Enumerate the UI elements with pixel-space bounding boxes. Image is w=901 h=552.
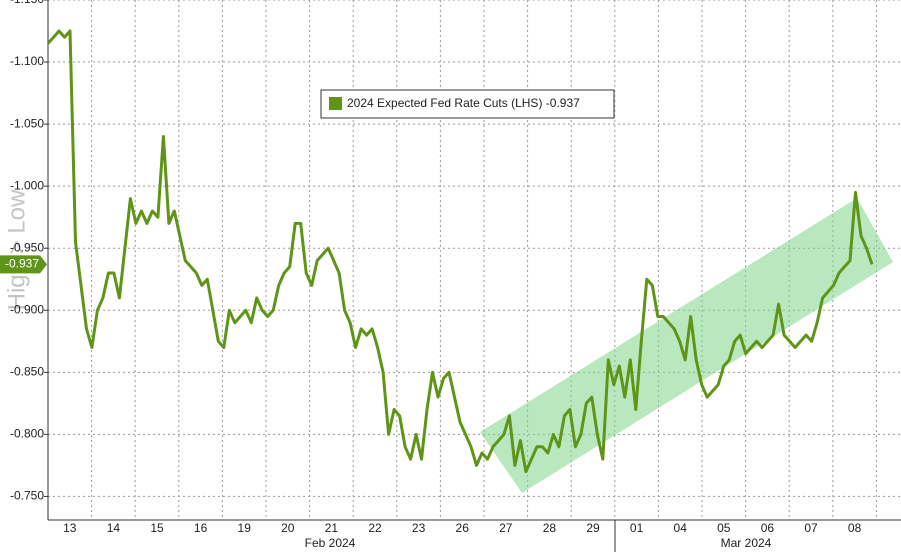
legend-name: 2024 Expected Fed Rate Cuts (LHS) (347, 96, 542, 110)
x-tick-label: 23 (412, 521, 426, 535)
series-line (46, 29, 874, 474)
x-tick-label: 07 (804, 521, 818, 535)
x-tick-label: 05 (717, 521, 731, 535)
last-value-marker (0, 255, 47, 274)
x-tick-label: 01 (630, 521, 644, 535)
x-tick-label: 26 (456, 521, 470, 535)
legend-label: 2024 Expected Fed Rate Cuts (LHS) -0.937 (347, 96, 580, 110)
x-tick-label: 08 (848, 521, 862, 535)
x-tick-label: 16 (194, 521, 208, 535)
y-tick-label: -1.100 (10, 54, 44, 68)
x-tick-label: 06 (761, 521, 775, 535)
y-tick-label: -0.850 (10, 364, 44, 378)
y-tick-label: -0.900 (10, 302, 44, 316)
y-tick-label: -1.150 (10, 0, 44, 6)
x-tick-label: 22 (368, 521, 382, 535)
overlay: -1.150 -1.100 -1.050 -1.000 -0.950 -0.900 -0.8… (0, 0, 874, 550)
x-tick-label: 04 (674, 521, 688, 535)
x-tick-label: 13 (63, 521, 77, 535)
x-tick-label: 20 (281, 521, 295, 535)
month-label: Mar 2024 (721, 536, 772, 550)
x-tick-label: 28 (543, 521, 557, 535)
x-tick-label: 19 (238, 521, 252, 535)
y-tick-label: -0.750 (10, 489, 44, 503)
y-tick-label: -1.000 (10, 178, 44, 192)
x-tick-label: 27 (499, 521, 513, 535)
y-tick-label: -1.050 (10, 116, 44, 130)
x-tick-label: 29 (586, 521, 600, 535)
x-tick-label: 14 (107, 521, 121, 535)
x-tick-label: 21 (325, 521, 339, 535)
y-axis-title: High > Low (3, 189, 30, 310)
month-label: Feb 2024 (305, 536, 356, 550)
legend: 2024 Expected Fed Rate Cuts (LHS) -0.937 (320, 89, 615, 119)
y-tick-label: -0.800 (10, 427, 44, 441)
x-tick-label: 15 (150, 521, 164, 535)
last-value-label: -0.937 (5, 257, 39, 271)
legend-box (320, 89, 615, 119)
y-tick-label: -0.950 (10, 240, 44, 254)
legend-swatch (329, 97, 342, 110)
legend-value: -0.937 (546, 96, 580, 110)
